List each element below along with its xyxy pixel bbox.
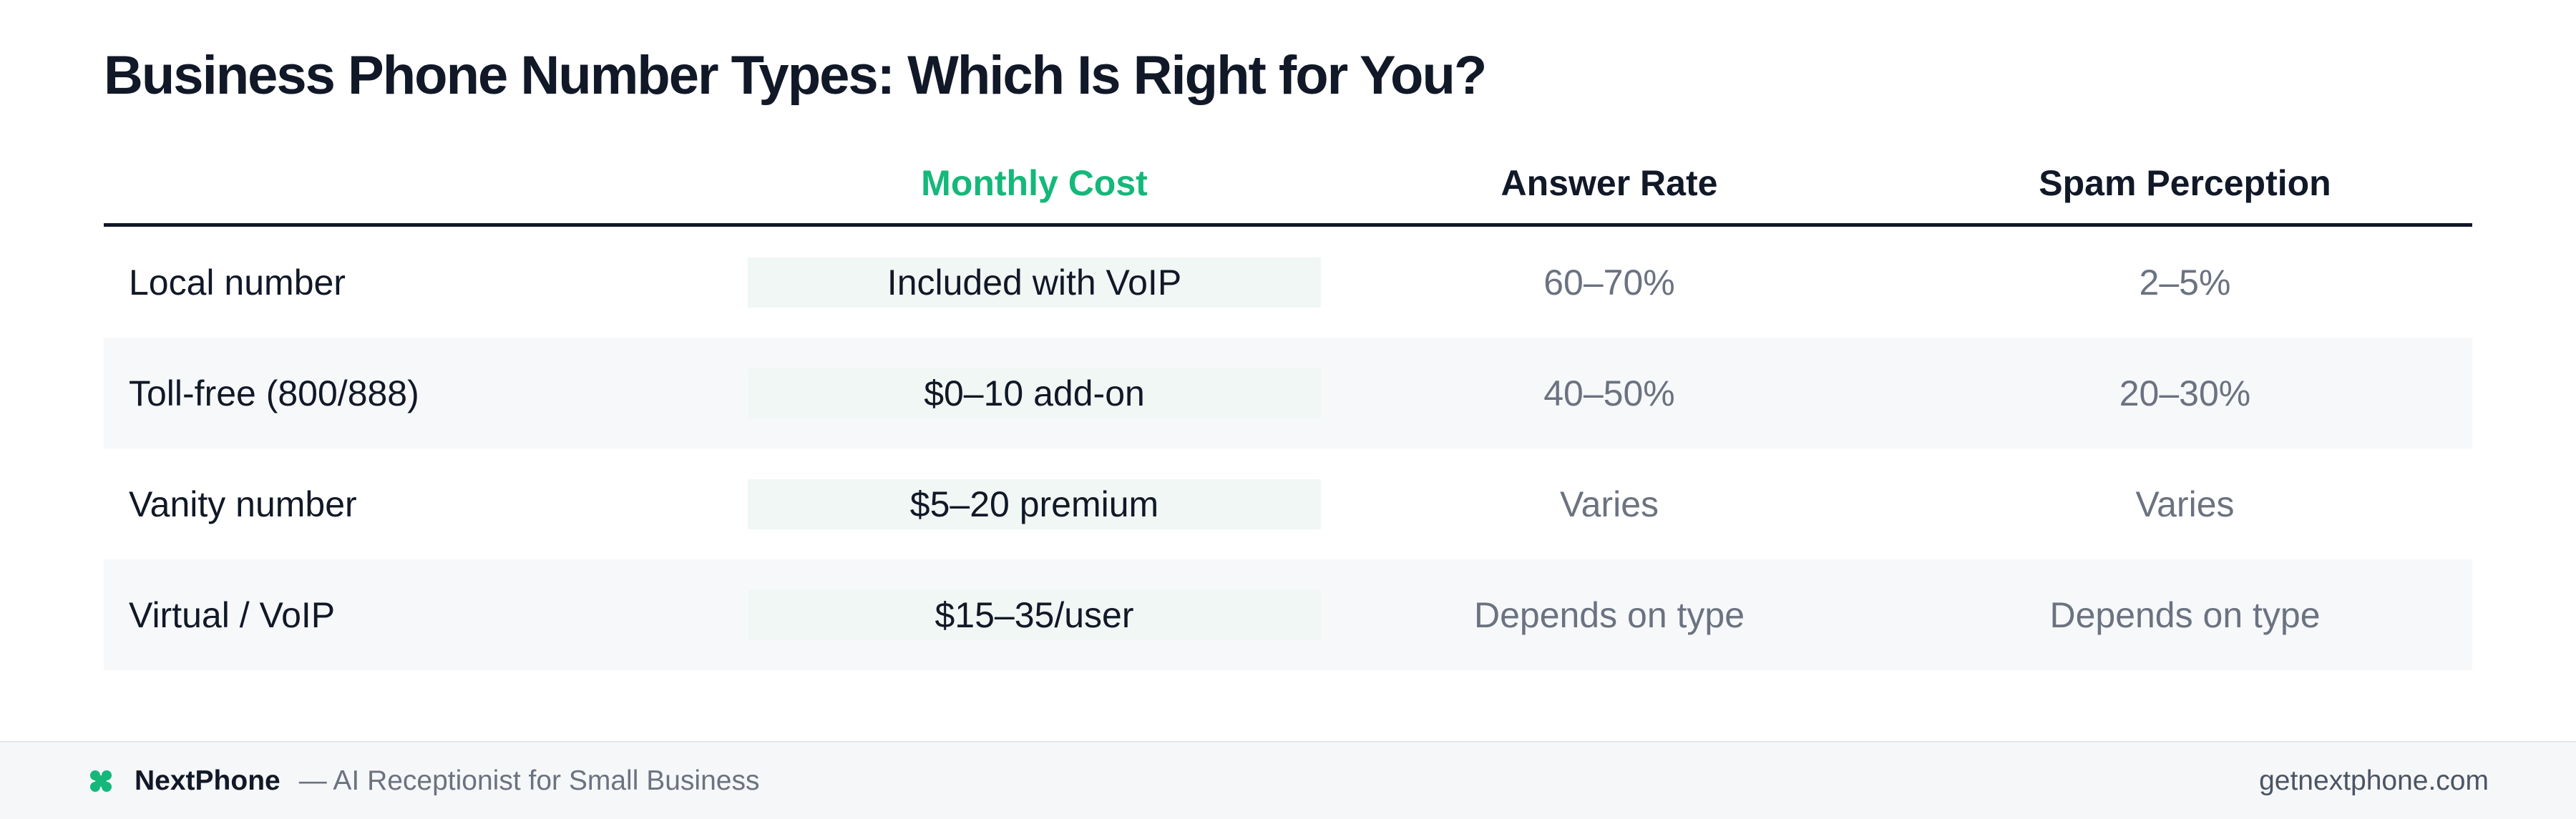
table-cell: 60–70% [1543,262,1675,303]
table-cell: 20–30% [2119,373,2251,413]
table-cell: Depends on type [2049,594,2321,635]
table-cell: Depends on type [1473,594,1745,635]
table-row: Local number Included with VoIP 60–70% 2–5% [104,227,2472,338]
cost-cell: $0–10 add-on [748,368,1321,418]
brand-name: NextPhone [135,765,280,796]
table-header: Monthly Cost Answer Rate Spam Perception [104,143,2472,227]
page-title: Business Phone Number Types: Which Is Ri… [104,45,1487,106]
table-cell: Varies [2135,484,2235,524]
table-cell: 2–5% [2139,262,2231,303]
footer: NextPhone — AI Receptionist for Small Bu… [0,741,2576,819]
row-label: Toll-free (800/888) [129,373,419,413]
table-row: Toll-free (800/888) $0–10 add-on 40–50% 20–… [104,338,2472,448]
comparison-table: Monthly Cost Answer Rate Spam Perception… [104,143,2472,670]
column-header: Monthly Cost [921,163,1148,203]
footer-url: getnextphone.com [2259,765,2489,796]
table-row: Vanity number $5–20 premium Varies Varies [104,448,2472,559]
column-header: Spam Perception [2039,163,2331,203]
logo-icon [90,770,112,792]
cost-cell: Included with VoIP [748,257,1321,308]
row-label: Local number [129,262,346,303]
table-body: Local number Included with VoIP 60–70% 2–5%… [104,227,2472,670]
table-row: Virtual / VoIP $15–35/user Depends on type… [104,559,2472,670]
cost-cell: $5–20 premium [748,479,1321,529]
column-header: Answer Rate [1501,163,1718,203]
row-label: Virtual / VoIP [129,594,336,635]
row-label: Vanity number [129,484,357,524]
cost-cell: $15–35/user [748,589,1321,640]
table-cell: 40–50% [1543,373,1675,413]
tagline: — AI Receptionist for Small Business [298,765,760,796]
table-cell: Varies [1559,484,1659,524]
